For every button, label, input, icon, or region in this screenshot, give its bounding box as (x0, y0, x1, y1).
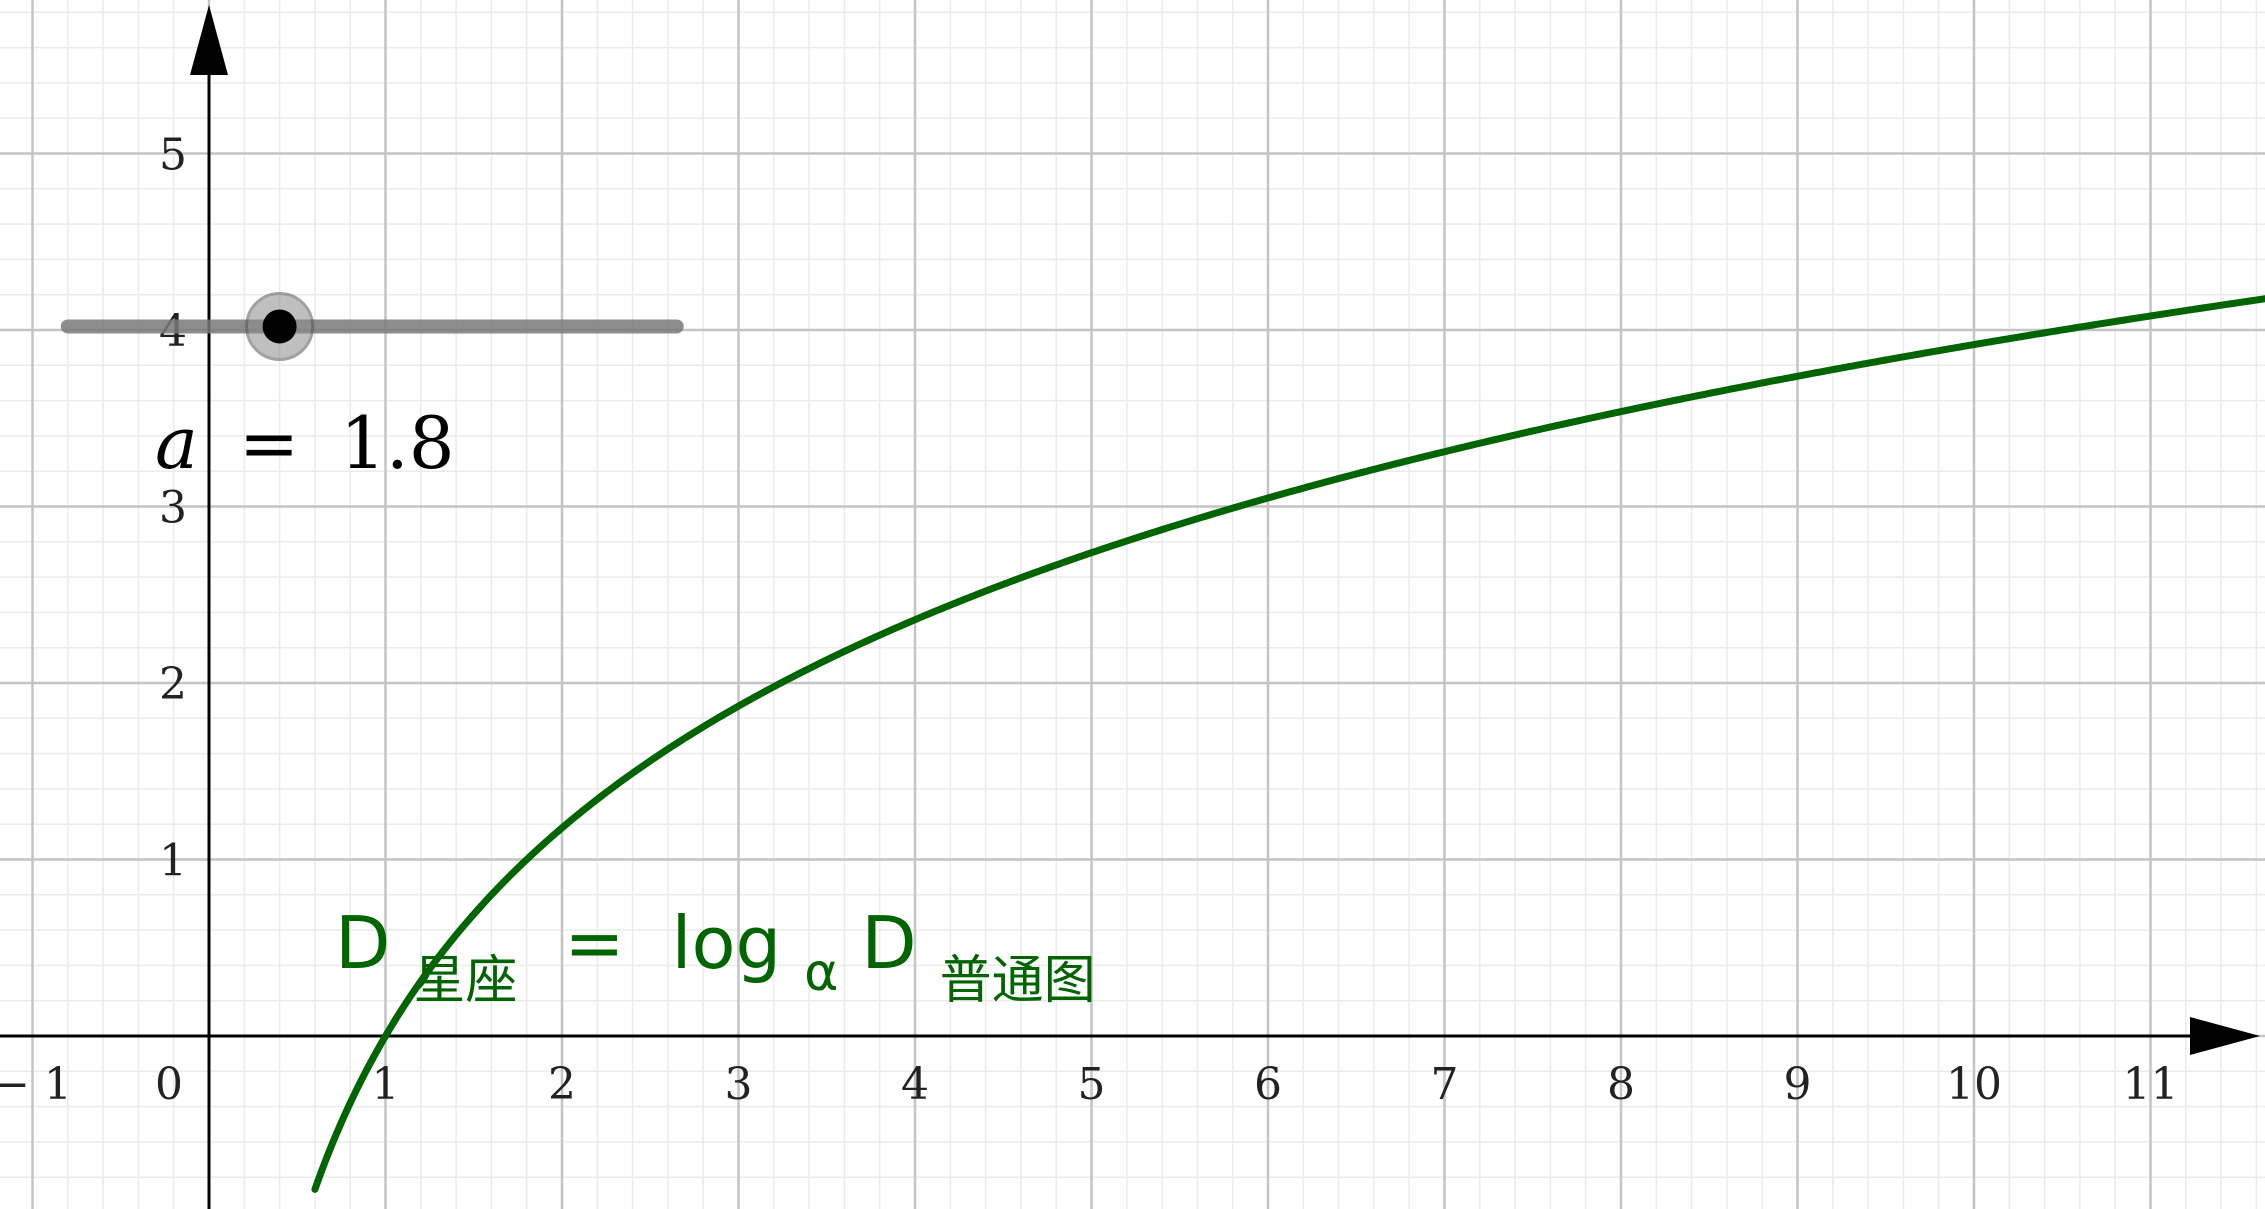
slider-value-label: a = 1.8 (155, 401, 455, 485)
x-tick-label: 9 (1784, 1059, 1812, 1110)
slider-equals: = (239, 401, 299, 485)
x-tick-label: 2 (548, 1059, 576, 1110)
y-axis-arrow (190, 5, 228, 75)
slider-handle[interactable] (262, 309, 297, 344)
curve-label-sub1: 星座 (413, 951, 517, 1011)
curve-label-equals: = (564, 901, 624, 985)
y-tick-label: 1 (159, 836, 187, 887)
x-axis-arrow (2190, 1017, 2260, 1055)
y-tick-label: 5 (159, 130, 187, 181)
x-tick-labels: − 1 1 2 3 4 5 6 7 8 9 10 11 (0, 1059, 2179, 1110)
origin-label: 0 (155, 1059, 183, 1110)
curve-label-d2: D (861, 901, 916, 985)
axes (0, 5, 2260, 1209)
x-tick-label: − 1 (0, 1059, 72, 1110)
x-tick-label: 11 (2123, 1059, 2179, 1110)
y-tick-label: 3 (159, 483, 187, 534)
x-tick-label: 1 (372, 1059, 400, 1110)
curve-label: D 星座 = log α D 普通图 (335, 901, 1096, 1015)
x-tick-label: 4 (901, 1059, 929, 1110)
curve-label-base: α (804, 943, 838, 1003)
x-tick-label: 10 (1946, 1059, 2002, 1110)
y-tick-label: 2 (159, 659, 187, 710)
x-tick-label: 5 (1078, 1059, 1106, 1110)
slider-value: 1.8 (340, 401, 455, 485)
x-tick-label: 8 (1607, 1059, 1635, 1110)
curve-label-log: log (671, 901, 781, 985)
slider-variable: a (155, 401, 198, 485)
x-tick-label: 7 (1431, 1059, 1459, 1110)
curve-label-sub2: 普通图 (940, 951, 1096, 1011)
slider-a[interactable] (60, 291, 684, 361)
log-curve[interactable] (311, 295, 2265, 1193)
curve-label-d1: D (335, 901, 390, 985)
x-tick-label: 6 (1254, 1059, 1282, 1110)
x-tick-label: 3 (725, 1059, 753, 1110)
